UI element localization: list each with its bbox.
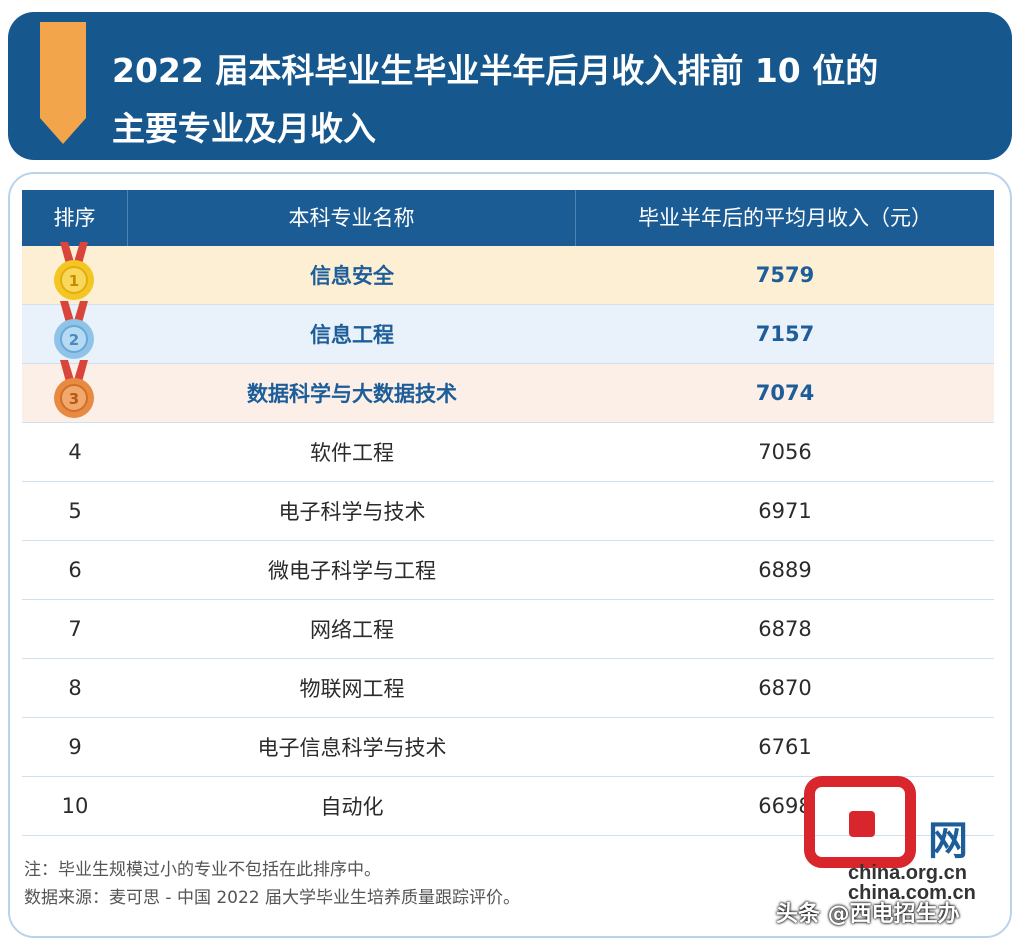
income-value: 6971 xyxy=(758,499,812,523)
major-name: 微电子科学与工程 xyxy=(268,559,436,583)
watermark-brand: 网 xyxy=(928,818,968,864)
rank-number: 6 xyxy=(68,557,82,582)
rank-cell: 7 xyxy=(22,600,128,659)
header-income: 毕业半年后的平均月收入（元） xyxy=(638,206,932,230)
rank-cell: 10 xyxy=(22,777,128,836)
major-name: 软件工程 xyxy=(310,441,394,465)
income-value: 6698 xyxy=(758,794,812,818)
page-title: 2022 届本科毕业生毕业半年后月收入排前 10 位的 主要专业及月收入 xyxy=(112,42,992,158)
major-name: 电子科学与技术 xyxy=(278,500,426,524)
income-value: 6889 xyxy=(758,558,812,582)
gold-medal-icon: 1 xyxy=(54,241,94,300)
rank-cell: 5 xyxy=(22,482,128,541)
table-row: 8 物联网工程 6870 xyxy=(22,659,994,718)
rank-number: 9 xyxy=(68,734,82,759)
table-header: 排序 本科专业名称 毕业半年后的平均月收入（元） xyxy=(22,190,994,246)
major-name: 电子信息科学与技术 xyxy=(257,736,447,760)
footnotes: 注：毕业生规模过小的专业不包括在此排序中。 数据来源：麦可思 - 中国 2022… xyxy=(24,856,824,912)
table-row: 10 自动化 6698 xyxy=(22,777,994,836)
svg-text:3: 3 xyxy=(69,390,79,408)
income-value: 7579 xyxy=(755,263,815,287)
rank-cell: 3 xyxy=(22,359,128,423)
watermark-logo: 网 china.org.cn china.com.cn xyxy=(790,762,1000,912)
header-major: 本科专业名称 xyxy=(128,190,576,246)
watermark-url-2: china.com.cn xyxy=(848,882,976,904)
table-row: 7 网络工程 6878 xyxy=(22,600,994,659)
rank-number: 8 xyxy=(68,675,82,700)
rank-number: 7 xyxy=(68,616,82,641)
rank-number: 10 xyxy=(61,793,89,818)
china-logo-icon xyxy=(804,776,916,868)
china-logo-center-icon xyxy=(849,811,875,837)
account-tag: 头条 @西电招生办 xyxy=(776,902,960,927)
income-value: 6761 xyxy=(758,735,812,759)
rank-number: 4 xyxy=(68,439,82,464)
income-value: 7056 xyxy=(758,440,812,464)
major-name: 网络工程 xyxy=(310,618,394,642)
table-row: 4 软件工程 7056 xyxy=(22,423,994,482)
watermark-url-1: china.org.cn xyxy=(848,862,967,884)
income-value: 6878 xyxy=(758,617,812,641)
silver-medal-icon: 2 xyxy=(54,300,94,359)
table-row: 1 信息安全 7579 xyxy=(22,241,994,305)
income-value: 7157 xyxy=(755,322,815,346)
rank-cell: 8 xyxy=(22,659,128,718)
rank-cell: 6 xyxy=(22,541,128,600)
header-rank: 排序 xyxy=(22,190,128,246)
footnote-source: 数据来源：麦可思 - 中国 2022 届大学毕业生培养质量跟踪评价。 xyxy=(24,888,521,908)
rank-cell: 4 xyxy=(22,423,128,482)
title-line-2: 主要专业及月收入 xyxy=(112,109,376,148)
income-value: 6870 xyxy=(758,676,812,700)
table-row: 2 信息工程 7157 xyxy=(22,300,994,364)
svg-text:2: 2 xyxy=(69,331,79,349)
income-value: 7074 xyxy=(755,381,815,405)
svg-text:1: 1 xyxy=(69,272,79,290)
table-row: 9 电子信息科学与技术 6761 xyxy=(22,718,994,777)
bookmark-ribbon-icon xyxy=(40,22,86,144)
rank-number: 5 xyxy=(68,498,82,523)
rank-cell: 2 xyxy=(22,300,128,364)
table-row: 3 数据科学与大数据技术 7074 xyxy=(22,359,994,423)
bronze-medal-icon: 3 xyxy=(54,359,94,418)
footnote-exclusion: 注：毕业生规模过小的专业不包括在此排序中。 xyxy=(24,860,381,880)
rank-cell: 9 xyxy=(22,718,128,777)
table-row: 5 电子科学与技术 6971 xyxy=(22,482,994,541)
major-name: 自动化 xyxy=(320,795,384,819)
major-name: 物联网工程 xyxy=(299,677,405,701)
major-name: 数据科学与大数据技术 xyxy=(247,382,457,406)
major-name: 信息安全 xyxy=(310,264,394,288)
table-body: 1 信息安全 7579 2 信息工程 7157 3 xyxy=(22,241,994,836)
title-banner: 2022 届本科毕业生毕业半年后月收入排前 10 位的 主要专业及月收入 xyxy=(8,12,1012,160)
title-line-1: 2022 届本科毕业生毕业半年后月收入排前 10 位的 xyxy=(112,51,879,90)
rank-cell: 1 xyxy=(22,241,128,305)
table-row: 6 微电子科学与工程 6889 xyxy=(22,541,994,600)
major-name: 信息工程 xyxy=(310,323,394,347)
